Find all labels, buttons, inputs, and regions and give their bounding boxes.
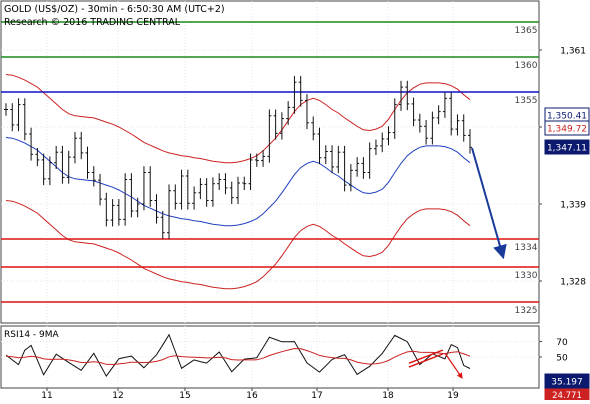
rsi-series-9MA xyxy=(5,347,471,366)
rsi-title: RSI14 - 9MA xyxy=(4,330,60,340)
x-tick-label: 12 xyxy=(112,391,123,400)
horizontal-levels: 1365 1360 1355 1334 1330 1325 xyxy=(1,21,539,316)
price-tag-label: 1,349.72 xyxy=(547,125,587,135)
x-tick-label: 11 xyxy=(41,391,52,400)
rsi-y-tick-label: 50 xyxy=(556,354,568,364)
moving-average-line xyxy=(5,137,471,227)
y-tick-label: 1,361 xyxy=(560,47,586,57)
bollinger-upper-line xyxy=(5,74,471,164)
level-label-1355: 1355 xyxy=(515,96,538,106)
level-label-1360: 1360 xyxy=(515,61,538,71)
price-tags: 1,350.41 1,349.72 1,347.11 35.197 24.771 xyxy=(544,107,590,401)
level-label-1325: 1325 xyxy=(515,306,538,316)
rsi-projection-arrow xyxy=(444,352,463,379)
rsi-value-tag-label: 35.197 xyxy=(551,378,583,388)
rsi-series-RSI14 xyxy=(5,333,471,378)
price-tag-label: 1,347.11 xyxy=(547,144,587,154)
chart-subtitle: Research © 2016 TRADING CENTRAL xyxy=(4,17,181,28)
y-tick-label: 1,339 xyxy=(560,201,586,211)
rsi-y-tick-label: 70 xyxy=(556,338,568,348)
level-label-1334: 1334 xyxy=(515,243,538,253)
rsi-lines xyxy=(5,333,471,379)
x-tick-label: 15 xyxy=(179,391,190,400)
x-tick-label: 17 xyxy=(311,391,322,400)
x-tick-label: 16 xyxy=(246,391,258,400)
x-tick-label: 18 xyxy=(382,391,394,400)
rsi-channel-lower xyxy=(408,353,444,368)
price-panel-frame xyxy=(0,0,540,324)
rsi-low-tag-label: 24.771 xyxy=(552,391,582,400)
grid xyxy=(1,1,539,388)
y-tick-label: 1,328 xyxy=(560,278,586,288)
projection-arrow xyxy=(471,147,507,260)
rsi-panel-frame xyxy=(0,325,540,389)
level-label-1330: 1330 xyxy=(515,271,538,281)
chart-title: GOLD (US$/OZ) - 30min - 6:50:30 AM (UTC+… xyxy=(4,4,225,15)
level-label-1365: 1365 xyxy=(515,26,538,36)
x-tick-label: 19 xyxy=(447,391,459,400)
price-tag-box xyxy=(544,139,590,155)
candles xyxy=(4,75,507,260)
rsi-value-tag-box xyxy=(544,373,590,389)
price-tag-box xyxy=(544,120,590,136)
rsi-channel-upper xyxy=(408,349,444,364)
price-tag-label: 1,350.41 xyxy=(547,112,587,122)
